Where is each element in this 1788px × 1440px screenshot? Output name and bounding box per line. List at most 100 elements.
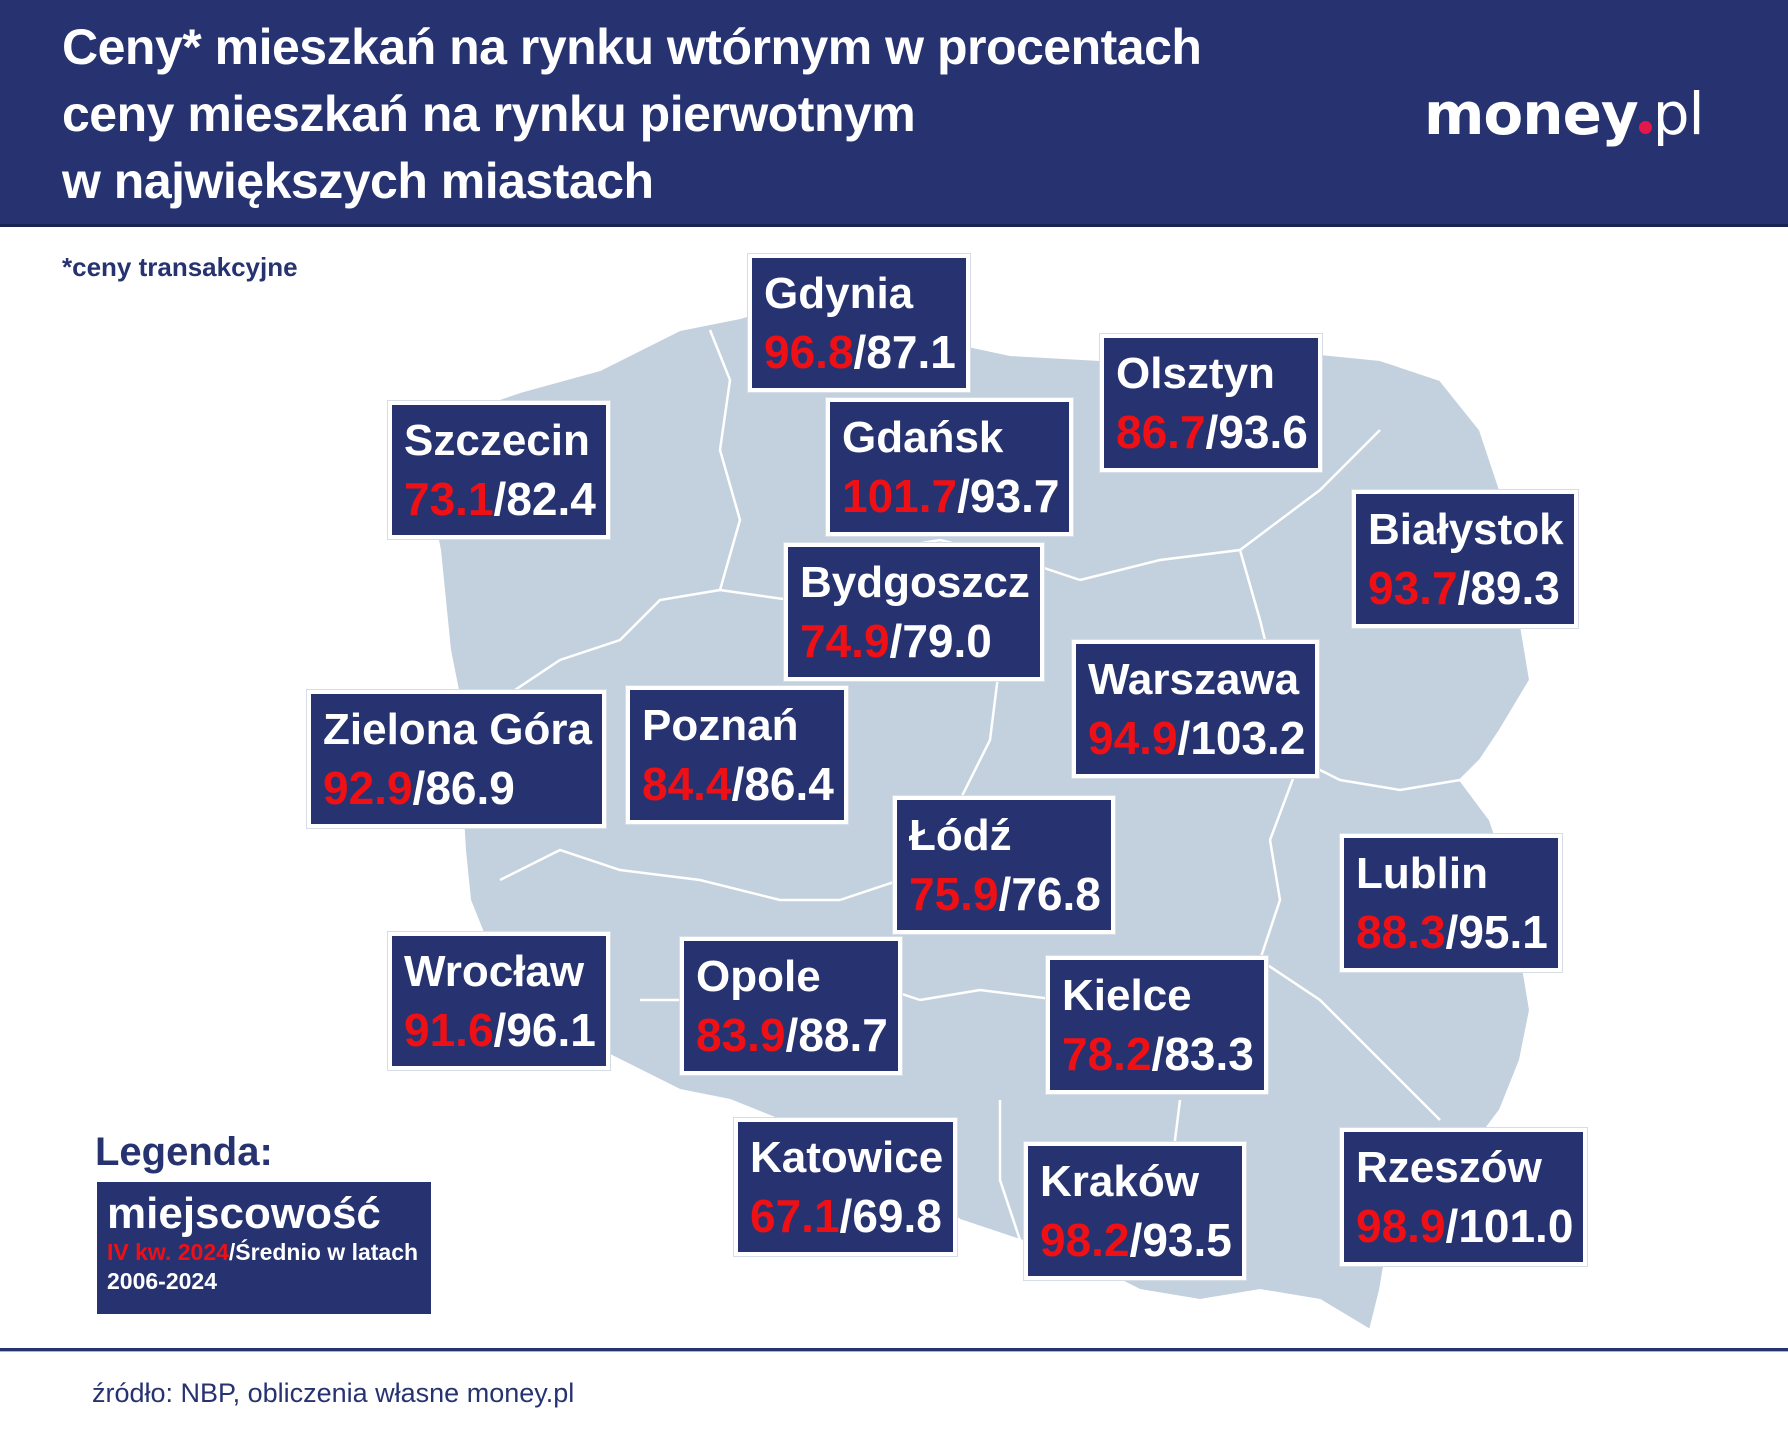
value-q4-2024: 96.8 (764, 326, 854, 378)
city-values: 83.9/88.7 (696, 1009, 888, 1061)
value-average: 93.7 (969, 470, 1060, 522)
city-values: 88.3/95.1 (1356, 906, 1548, 958)
city-values: 96.8/87.1 (764, 326, 956, 378)
value-q4-2024: 84.4 (642, 758, 732, 810)
city-card-zielona-gora: Zielona Góra 92.9/86.9 (307, 690, 606, 828)
city-card-katowice: Katowice 67.1/69.8 (734, 1118, 958, 1256)
title-line-1: Ceny* mieszkań na rynku wtórnym w procen… (62, 19, 1202, 75)
city-values: 101.7/93.7 (842, 470, 1060, 522)
city-name: Gdańsk (842, 413, 1004, 462)
footnote: *ceny transakcyjne (62, 252, 298, 282)
value-average: 86.9 (425, 762, 515, 814)
city-card-lublin: Lublin 88.3/95.1 (1340, 834, 1562, 972)
value-q4-2024: 88.3 (1356, 906, 1446, 958)
value-q4-2024: 98.9 (1356, 1200, 1446, 1252)
footer-divider (0, 1348, 1788, 1352)
legend-title: Legenda: (95, 1130, 273, 1174)
value-average: 76.8 (1011, 868, 1101, 920)
city-name: Opole (696, 952, 821, 1001)
city-name: Gdynia (764, 269, 914, 318)
city-name: Kraków (1040, 1157, 1199, 1206)
title-line-2: ceny mieszkań na rynku pierwotnym (62, 86, 916, 142)
value-average: 69.8 (852, 1190, 942, 1242)
value-average: 93.5 (1142, 1214, 1232, 1266)
city-values: 78.2/83.3 (1062, 1028, 1254, 1080)
value-average: 86.4 (744, 758, 834, 810)
city-values: 74.9/79.0 (800, 615, 992, 667)
value-average: 88.7 (798, 1009, 888, 1061)
city-name: Zielona Góra (323, 705, 592, 754)
value-average: 93.6 (1218, 406, 1308, 458)
city-card-opole: Opole 83.9/88.7 (680, 937, 902, 1075)
city-values: 98.2/93.5 (1040, 1214, 1232, 1266)
value-average: 96.1 (506, 1004, 596, 1056)
city-values: 67.1/69.8 (750, 1190, 942, 1242)
logo-suffix-text: pl (1652, 80, 1705, 148)
legend-white-part: /Średnio w latach (228, 1239, 419, 1265)
city-card-bydgoszcz: Bydgoszcz 74.9/79.0 (784, 543, 1044, 681)
legend-box: miejscowość IV kw. 2024/Średnio w latach… (97, 1182, 431, 1314)
page-title: Ceny* mieszkań na rynku wtórnym w procen… (62, 14, 1202, 215)
value-q4-2024: 101.7 (842, 470, 958, 522)
value-q4-2024: 92.9 (323, 762, 413, 814)
city-name: Szczecin (404, 416, 590, 465)
city-values: 75.9/76.8 (909, 868, 1101, 920)
city-card-wroclaw: Wrocław 91.6/96.1 (388, 932, 610, 1070)
city-name: Katowice (750, 1133, 944, 1182)
city-name: Bydgoszcz (800, 558, 1030, 607)
city-values: 93.7/89.3 (1368, 562, 1560, 614)
city-card-szczecin: Szczecin 73.1/82.4 (388, 401, 610, 539)
value-average: 83.3 (1164, 1028, 1254, 1080)
source-note: źródło: NBP, obliczenia własne money.pl (92, 1378, 575, 1408)
value-q4-2024: 86.7 (1116, 406, 1206, 458)
city-card-poznan: Poznań 84.4/86.4 (626, 686, 848, 824)
value-q4-2024: 67.1 (750, 1190, 840, 1242)
city-name: Poznań (642, 701, 799, 750)
legend-city-label: miejscowość (107, 1189, 381, 1238)
value-average: 101.0 (1458, 1200, 1574, 1252)
city-card-rzeszow: Rzeszów 98.9/101.0 (1340, 1128, 1588, 1266)
city-card-warszawa: Warszawa 94.9/103.2 (1072, 640, 1320, 778)
city-card-gdynia: Gdynia 96.8/87.1 (748, 254, 970, 392)
city-card-bialystok: Białystok 93.7/89.3 (1352, 490, 1578, 628)
city-name: Białystok (1368, 505, 1564, 554)
city-name: Kielce (1062, 971, 1192, 1020)
city-card-olsztyn: Olsztyn 86.7/93.6 (1100, 334, 1322, 472)
value-average: 79.0 (902, 615, 992, 667)
city-card-kielce: Kielce 78.2/83.3 (1046, 956, 1268, 1094)
city-values: 92.9/86.9 (323, 762, 515, 814)
city-card-gdansk: Gdańsk 101.7/93.7 (826, 398, 1074, 536)
city-card-lodz: Łódź 75.9/76.8 (893, 796, 1115, 934)
header-banner: Ceny* mieszkań na rynku wtórnym w procen… (0, 0, 1788, 227)
logo-main-text: money (1424, 80, 1639, 148)
city-values: 94.9/103.2 (1088, 712, 1306, 764)
value-q4-2024: 83.9 (696, 1009, 786, 1061)
value-q4-2024: 94.9 (1088, 712, 1178, 764)
value-q4-2024: 93.7 (1368, 562, 1458, 614)
value-q4-2024: 91.6 (404, 1004, 494, 1056)
city-values: 73.1/82.4 (404, 473, 596, 525)
city-values: 84.4/86.4 (642, 758, 834, 810)
value-average: 103.2 (1190, 712, 1306, 764)
value-average: 82.4 (506, 473, 596, 525)
city-values: 86.7/93.6 (1116, 406, 1308, 458)
value-average: 89.3 (1470, 562, 1560, 614)
city-name: Lublin (1356, 849, 1488, 898)
city-values: 91.6/96.1 (404, 1004, 596, 1056)
city-name: Rzeszów (1356, 1143, 1542, 1192)
value-average: 87.1 (866, 326, 956, 378)
city-values: 98.9/101.0 (1356, 1200, 1574, 1252)
value-q4-2024: 75.9 (909, 868, 999, 920)
value-q4-2024: 74.9 (800, 615, 890, 667)
city-name: Olsztyn (1116, 349, 1275, 398)
city-name: Wrocław (404, 947, 585, 996)
money-pl-logo: money pl (1424, 80, 1705, 148)
logo-dot-icon (1638, 121, 1652, 134)
legend-values-label: IV kw. 2024/Średnio w latach (107, 1238, 421, 1267)
title-line-3: w największych miastach (62, 153, 654, 209)
city-name: Łódź (909, 811, 1012, 860)
city-card-krakow: Kraków 98.2/93.5 (1024, 1142, 1246, 1280)
value-average: 95.1 (1458, 906, 1548, 958)
value-q4-2024: 73.1 (404, 473, 494, 525)
value-q4-2024: 78.2 (1062, 1028, 1152, 1080)
